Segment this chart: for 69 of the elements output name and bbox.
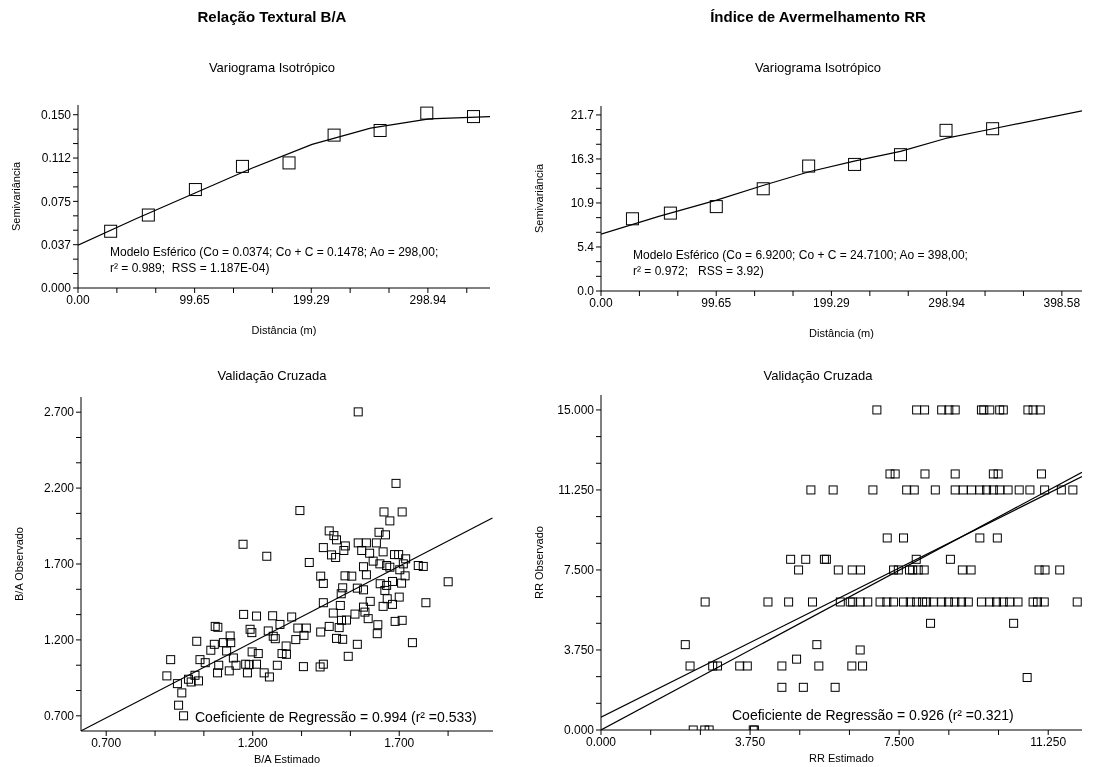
- point: [939, 123, 953, 137]
- point: [625, 212, 639, 226]
- y-tick-label: 1.200: [43, 633, 75, 648]
- x-axis-title: B/A Estimado: [253, 753, 321, 765]
- chart-subtitle: Validação Cruzada: [216, 368, 328, 383]
- annotation: Coeficiente de Regressão = 0.926 (r² =0.321): [732, 707, 1014, 723]
- y-tick-label: 0.037: [40, 237, 72, 252]
- annotation: r² = 0.989; RSS = 1.187E-04): [110, 260, 271, 276]
- x-tick-label: 99.65: [179, 292, 210, 307]
- point: [709, 200, 723, 214]
- x-axis-title: Distância (m): [251, 324, 317, 336]
- annotation: Modelo Esférico (Co = 6.9200; Co + C = 24.7100; Ao = 398,00;: [633, 247, 968, 263]
- point: [141, 208, 155, 222]
- x-tick-label: 7.500: [884, 734, 915, 749]
- y-axis-title: RR Observado: [532, 526, 545, 599]
- y-tick-label: 2.700: [43, 405, 75, 420]
- chart-subtitle: Variograma Isotrópico: [753, 60, 883, 75]
- point: [104, 224, 118, 238]
- annotation: Coeficiente de Regressão = 0.994 (r² =0.533): [195, 709, 477, 725]
- x-tick-label: 11.250: [1030, 734, 1067, 749]
- x-tick-label: 0.700: [91, 735, 122, 750]
- y-axis-title: Semivariância: [9, 161, 22, 232]
- point: [188, 183, 202, 197]
- x-tick-label: 199.29: [813, 295, 851, 310]
- x-tick-label: 1.700: [384, 735, 415, 750]
- point: [420, 106, 434, 120]
- chart-title: Índice de Avermelhamento RR: [709, 8, 927, 25]
- x-tick-label: 3.750: [735, 734, 766, 749]
- x-tick-label: 398.58: [1043, 295, 1081, 310]
- y-tick-label: 5.4: [577, 240, 595, 255]
- y-tick-label: 16.3: [570, 152, 595, 167]
- y-axis-title: B/A Observado: [12, 527, 25, 601]
- y-tick-label: 0.075: [40, 194, 72, 209]
- y-tick-label: 15.000: [557, 403, 595, 418]
- x-tick-label: 298.94: [409, 292, 447, 307]
- y-tick-label: 0.000: [563, 723, 595, 738]
- y-tick-label: 1.700: [43, 557, 75, 572]
- point: [282, 156, 296, 170]
- annotation: Modelo Esférico (Co = 0.0374; Co + C = 0.1478; Ao = 298,00;: [110, 244, 439, 260]
- y-tick-label: 21.7: [570, 108, 595, 123]
- point: [235, 159, 249, 173]
- chart-title: Relação Textural B/A: [196, 8, 348, 25]
- point: [893, 148, 907, 162]
- point: [986, 122, 1000, 136]
- y-tick-label: 0.112: [41, 151, 72, 166]
- y-tick-label: 10.9: [570, 196, 595, 211]
- y-tick-label: 0.150: [40, 107, 72, 122]
- y-tick-label: 11.250: [558, 483, 595, 498]
- point: [373, 123, 387, 137]
- y-tick-label: 2.200: [43, 481, 75, 496]
- y-tick-label: 0.700: [43, 709, 75, 724]
- x-tick-label: 199.29: [292, 292, 330, 307]
- y-axis-title: Semivariância: [532, 163, 545, 234]
- point: [467, 110, 480, 124]
- x-axis-title: Distância (m): [809, 327, 874, 339]
- point: [756, 182, 770, 196]
- point: [802, 159, 816, 173]
- chart-subtitle: Validação Cruzada: [762, 368, 874, 383]
- annotation: r² = 0.972; RSS = 3.92): [633, 263, 765, 279]
- y-tick-label: 3.750: [563, 643, 595, 658]
- point: [663, 206, 677, 220]
- x-tick-label: 99.65: [701, 295, 732, 310]
- x-tick-label: 298.94: [928, 295, 966, 310]
- chart-subtitle: Variograma Isotrópico: [207, 60, 337, 75]
- x-axis-title: RR Estimado: [809, 752, 874, 764]
- x-tick-label: 1.200: [237, 735, 269, 750]
- y-tick-label: 7.500: [563, 563, 595, 578]
- point: [327, 128, 341, 142]
- point: [848, 157, 862, 171]
